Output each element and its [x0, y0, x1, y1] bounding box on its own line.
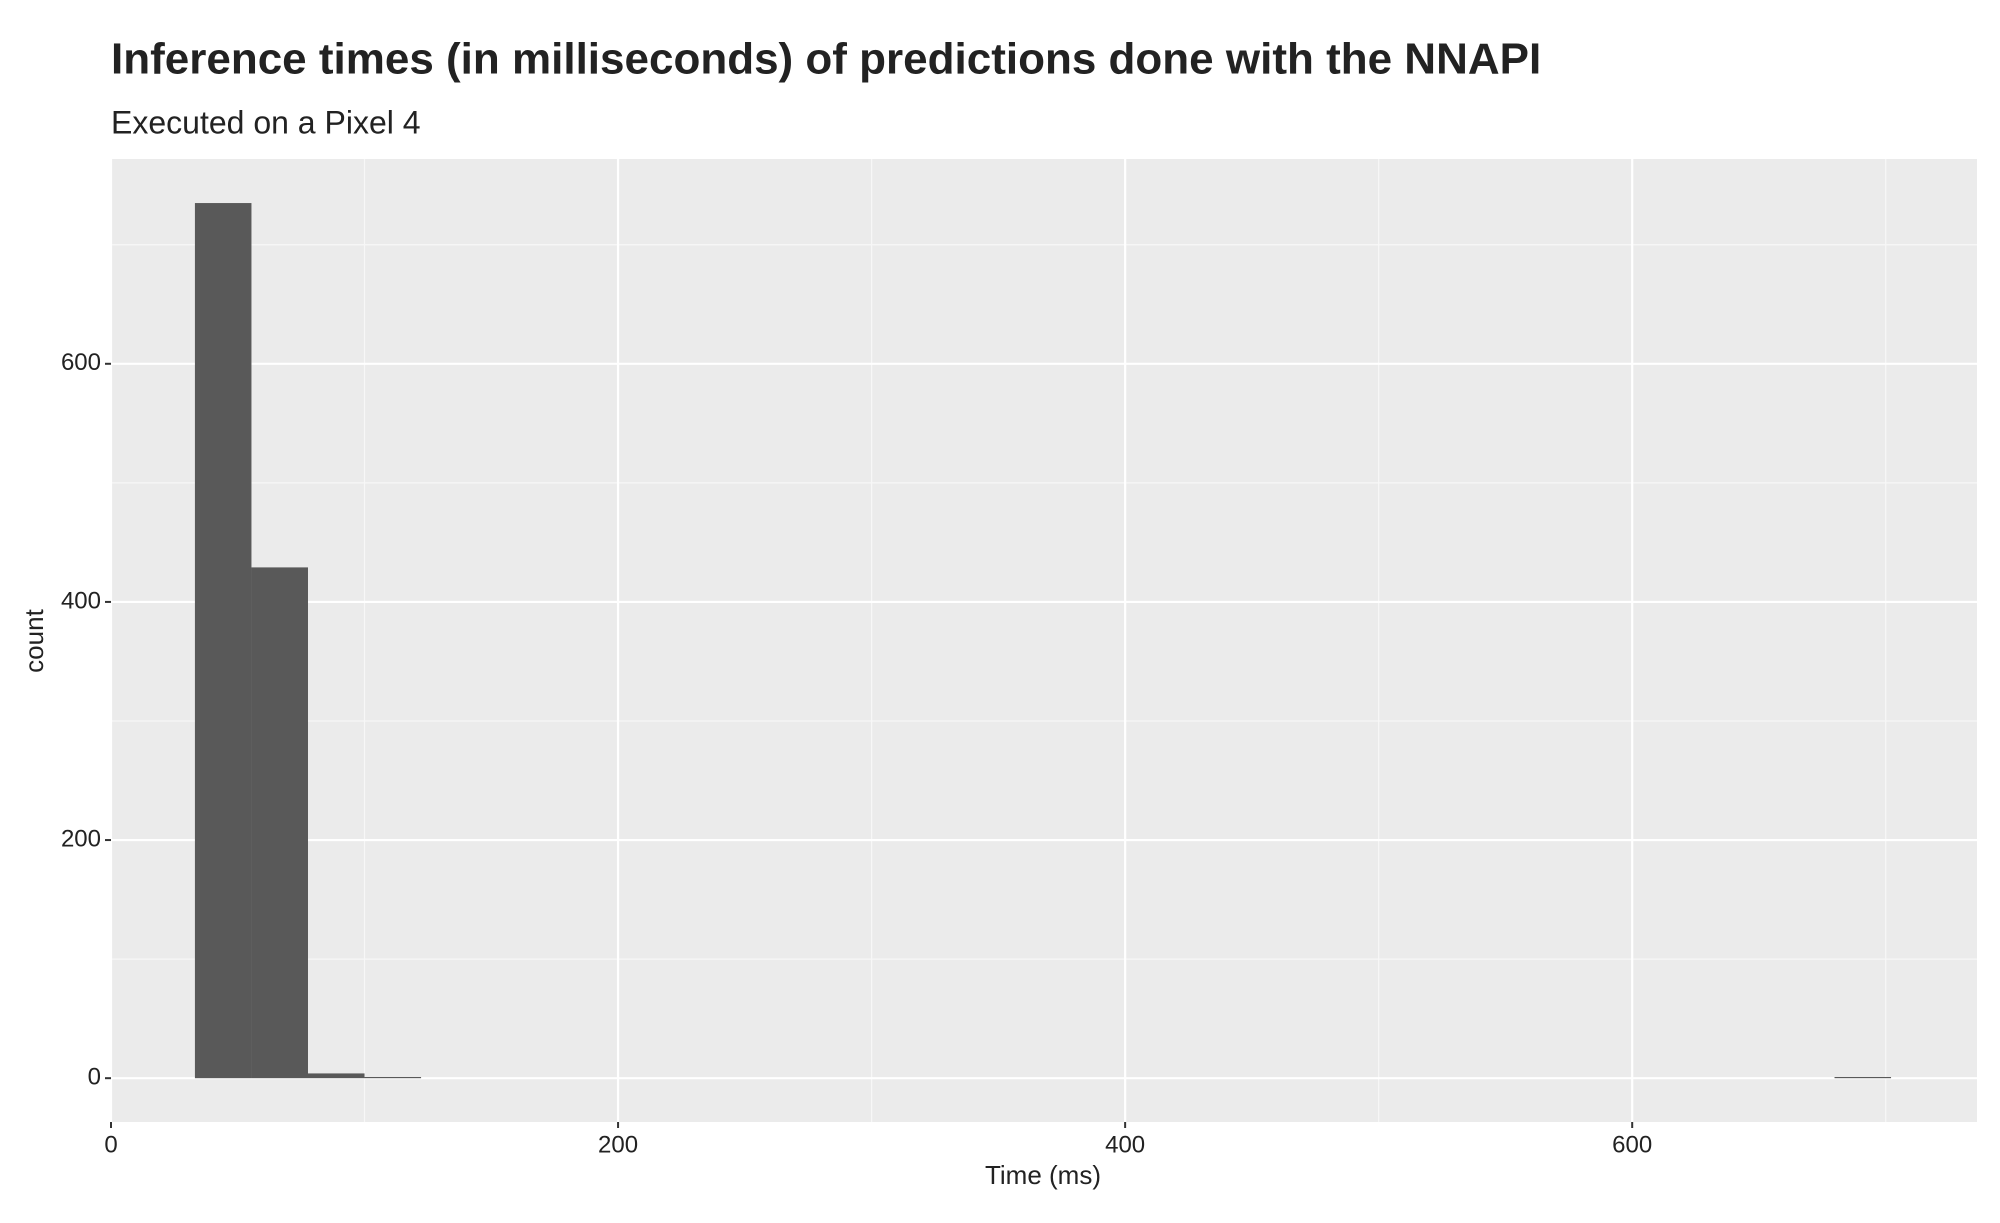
y-tick-label: 400	[61, 587, 101, 614]
y-axis-label: count	[19, 608, 49, 672]
bar	[307, 1073, 365, 1079]
x-tick-label: 600	[1612, 1131, 1652, 1158]
x-tick-label: 0	[104, 1131, 117, 1158]
bar	[1834, 1076, 1892, 1079]
chart-title: Inference times (in milliseconds) of pre…	[111, 35, 1541, 84]
x-tick-label: 400	[1105, 1131, 1145, 1158]
y-tick-label: 0	[88, 1064, 101, 1091]
y-tick-label: 600	[61, 349, 101, 376]
panel	[111, 159, 1977, 1122]
chart-subtitle: Executed on a Pixel 4	[111, 104, 421, 140]
bar	[194, 203, 252, 1079]
x-axis-label: Time (ms)	[985, 1160, 1101, 1190]
x-tick-label: 200	[598, 1131, 638, 1158]
bar	[251, 567, 308, 1079]
y-tick-label: 200	[61, 825, 101, 852]
bar	[364, 1076, 422, 1079]
